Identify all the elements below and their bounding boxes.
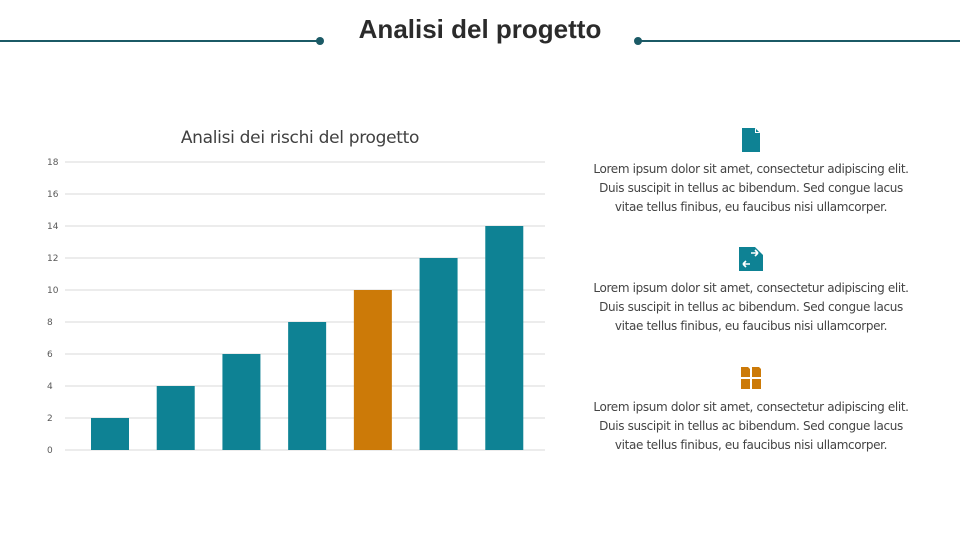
bar (485, 226, 524, 450)
y-axis-ticks: 0 2 4 6 8 10 12 14 16 18 (47, 158, 59, 456)
y-tick-label: 4 (47, 382, 53, 392)
feature-3-text: Lorem ipsum dolor sit amet, consectetur … (593, 400, 909, 452)
bar (353, 290, 392, 450)
header-line-right (638, 40, 960, 42)
grid-icon (741, 367, 761, 389)
page-title: Analisi del progetto (358, 14, 602, 44)
feature-2: Lorem ipsum dolor sit amet, consectetur … (585, 247, 917, 336)
feature-1-text: Lorem ipsum dolor sit amet, consectetur … (593, 162, 909, 214)
y-tick-label: 12 (47, 254, 58, 264)
bar (288, 322, 327, 450)
y-tick-label: 2 (47, 414, 53, 424)
y-tick-label: 18 (47, 158, 59, 168)
y-tick-label: 8 (47, 318, 53, 328)
feature-3: Lorem ipsum dolor sit amet, consectetur … (585, 366, 917, 455)
chart-grid (65, 161, 545, 451)
y-tick-label: 16 (47, 190, 59, 200)
bar (156, 386, 195, 450)
feature-1: Lorem ipsum dolor sit amet, consectetur … (585, 128, 917, 217)
y-tick-label: 10 (47, 286, 59, 296)
feature-2-text: Lorem ipsum dolor sit amet, consectetur … (593, 281, 909, 333)
chart-bars (91, 226, 524, 450)
y-tick-label: 0 (47, 446, 53, 456)
header-dot-left (316, 37, 324, 45)
chart-title: Analisi dei rischi del progetto (180, 128, 420, 148)
transfer-icon (739, 247, 763, 271)
document-icon (742, 128, 760, 152)
y-tick-label: 14 (47, 222, 59, 232)
bar (222, 354, 261, 450)
bar (419, 258, 458, 450)
bar (91, 418, 129, 450)
header-line-left (0, 40, 320, 42)
bar-chart: 0 2 4 6 8 10 12 14 16 18 (47, 158, 545, 456)
y-tick-label: 6 (47, 350, 53, 360)
